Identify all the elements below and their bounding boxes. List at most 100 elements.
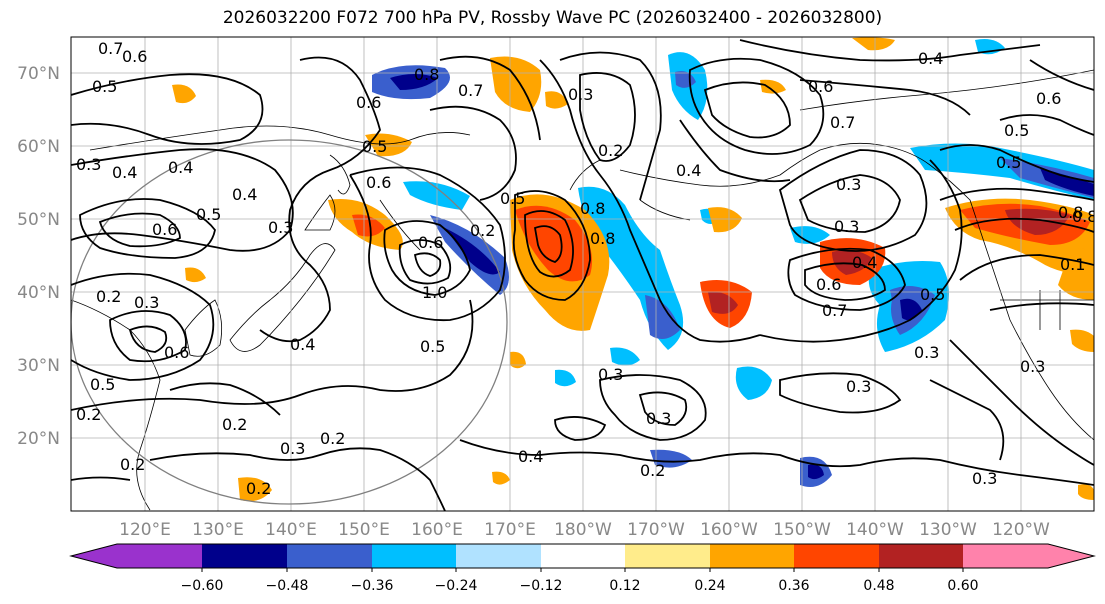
latitude-labels: 70°N 60°N 50°N 40°N 30°N 20°N bbox=[17, 64, 60, 449]
contour-label: 0.6 bbox=[808, 77, 833, 96]
contour-label: 0.5 bbox=[362, 137, 387, 156]
contour-label: 0.6 bbox=[356, 93, 381, 112]
lon-label: 170°W bbox=[627, 520, 685, 540]
contour-label: 0.5 bbox=[1004, 121, 1029, 140]
lat-label: 30°N bbox=[17, 356, 60, 376]
colorbar-segment bbox=[456, 544, 541, 568]
contour-label: 0.6 bbox=[164, 343, 189, 362]
contour-label: 0.3 bbox=[834, 217, 859, 236]
lon-label: 180°W bbox=[554, 520, 612, 540]
contour-label: 0.6 bbox=[366, 173, 391, 192]
contour-label: 0.2 bbox=[640, 461, 665, 480]
contour-label: 0.5 bbox=[920, 285, 945, 304]
contour-label: 0.2 bbox=[246, 479, 271, 498]
pv-contours bbox=[71, 39, 1094, 511]
contour-label: 0.4 bbox=[852, 253, 877, 272]
contour-label: 0.7 bbox=[822, 301, 847, 320]
lon-label: 120°E bbox=[119, 520, 171, 540]
contour-label: 0.3 bbox=[76, 155, 101, 174]
lon-label: 160°W bbox=[700, 520, 758, 540]
contour-label: 0.7 bbox=[458, 81, 483, 100]
colorbar-segment bbox=[625, 544, 710, 568]
contour-label: 0.4 bbox=[676, 161, 701, 180]
contour-label: 0.8 bbox=[580, 199, 605, 218]
colorbar-tick: 0.60 bbox=[947, 578, 978, 594]
lon-label: 160°E bbox=[411, 520, 463, 540]
colorbar-tick: 0.48 bbox=[863, 578, 894, 594]
contour-label: 0.2 bbox=[96, 287, 121, 306]
colorbar-segment bbox=[710, 544, 794, 568]
contour-label: 0.7 bbox=[98, 39, 123, 58]
lon-label: 150°E bbox=[338, 520, 390, 540]
contour-label: 0.2 bbox=[470, 221, 495, 240]
range-circle bbox=[71, 139, 508, 505]
contour-label: 0.8 bbox=[1072, 207, 1097, 226]
colorbar-segment bbox=[372, 544, 456, 568]
contour-label: 0.6 bbox=[122, 47, 147, 66]
contour-label: 0.7 bbox=[830, 113, 855, 132]
lat-label: 20°N bbox=[17, 429, 60, 449]
colorbar-segment bbox=[71, 544, 202, 568]
contour-label: 0.3 bbox=[568, 85, 593, 104]
contour-label: 0.3 bbox=[134, 293, 159, 312]
contour-label: 0.8 bbox=[414, 65, 439, 84]
colorbar-tick: 0.24 bbox=[694, 578, 725, 594]
lon-label: 140°W bbox=[846, 520, 904, 540]
contour-label: 0.6 bbox=[1036, 89, 1061, 108]
contour-label: 0.4 bbox=[232, 185, 257, 204]
contour-label: 0.8 bbox=[590, 229, 615, 248]
contour-label: 0.4 bbox=[918, 49, 943, 68]
colorbar-segment bbox=[287, 544, 372, 568]
lat-label: 60°N bbox=[17, 137, 60, 157]
lon-label: 150°W bbox=[773, 520, 831, 540]
colorbar-segment bbox=[879, 544, 963, 568]
contour-label: 0.1 bbox=[1060, 255, 1085, 274]
contour-label: 0.5 bbox=[92, 77, 117, 96]
contour-label: 0.4 bbox=[168, 158, 193, 177]
lon-label: 120°W bbox=[992, 520, 1050, 540]
contour-label: 1.0 bbox=[422, 283, 447, 302]
lon-label: 170°E bbox=[484, 520, 536, 540]
contour-label: 0.3 bbox=[280, 439, 305, 458]
colorbar-segment bbox=[202, 544, 287, 568]
contour-label: 0.4 bbox=[290, 335, 315, 354]
colorbar-tick: −0.60 bbox=[181, 578, 224, 594]
longitude-labels: 120°E 130°E 140°E 150°E 160°E 170°E 180°… bbox=[119, 520, 1050, 540]
contour-label: 0.2 bbox=[120, 455, 145, 474]
contour-label: 0.4 bbox=[518, 447, 543, 466]
contour-label: 0.2 bbox=[320, 429, 345, 448]
contour-label: 0.2 bbox=[76, 405, 101, 424]
lon-label: 140°E bbox=[265, 520, 317, 540]
colorbar: −0.60 −0.48 −0.36 −0.24 −0.12 0.12 0.24 … bbox=[69, 543, 1096, 594]
contour-label: 0.5 bbox=[196, 205, 221, 224]
colorbar-segment bbox=[963, 544, 1094, 568]
lat-label: 50°N bbox=[17, 210, 60, 230]
colorbar-tick: −0.48 bbox=[266, 578, 309, 594]
contour-label: 0.3 bbox=[268, 218, 293, 237]
colorbar-outline bbox=[69, 543, 1096, 569]
contour-label: 0.2 bbox=[222, 415, 247, 434]
contour-label: 0.3 bbox=[914, 343, 939, 362]
contour-label: 0.3 bbox=[836, 175, 861, 194]
contour-label: 0.5 bbox=[500, 189, 525, 208]
lon-label: 130°W bbox=[919, 520, 977, 540]
contour-label: 0.4 bbox=[112, 163, 137, 182]
contour-label: 0.3 bbox=[972, 469, 997, 488]
contour-label: 0.6 bbox=[152, 220, 177, 239]
contour-label: 0.3 bbox=[598, 365, 623, 384]
colorbar-tick: −0.12 bbox=[520, 578, 563, 594]
plot-border bbox=[70, 36, 1095, 512]
contour-label: 0.5 bbox=[996, 153, 1021, 172]
contour-label: 0.6 bbox=[418, 233, 443, 252]
contour-label: 0.5 bbox=[420, 337, 445, 356]
contour-label: 0.6 bbox=[816, 275, 841, 294]
colorbar-tick: −0.36 bbox=[351, 578, 394, 594]
colorbar-segment bbox=[794, 544, 879, 568]
contour-label: 0.3 bbox=[846, 377, 871, 396]
colorbar-tick: 0.36 bbox=[778, 578, 809, 594]
colorbar-tick: 0.12 bbox=[609, 578, 640, 594]
contour-label: 0.5 bbox=[90, 375, 115, 394]
contour-label: 0.2 bbox=[598, 141, 623, 160]
contour-labels: 0.7 0.6 0.5 0.3 0.4 0.4 0.5 0.6 0.3 0.4 … bbox=[76, 39, 1097, 498]
